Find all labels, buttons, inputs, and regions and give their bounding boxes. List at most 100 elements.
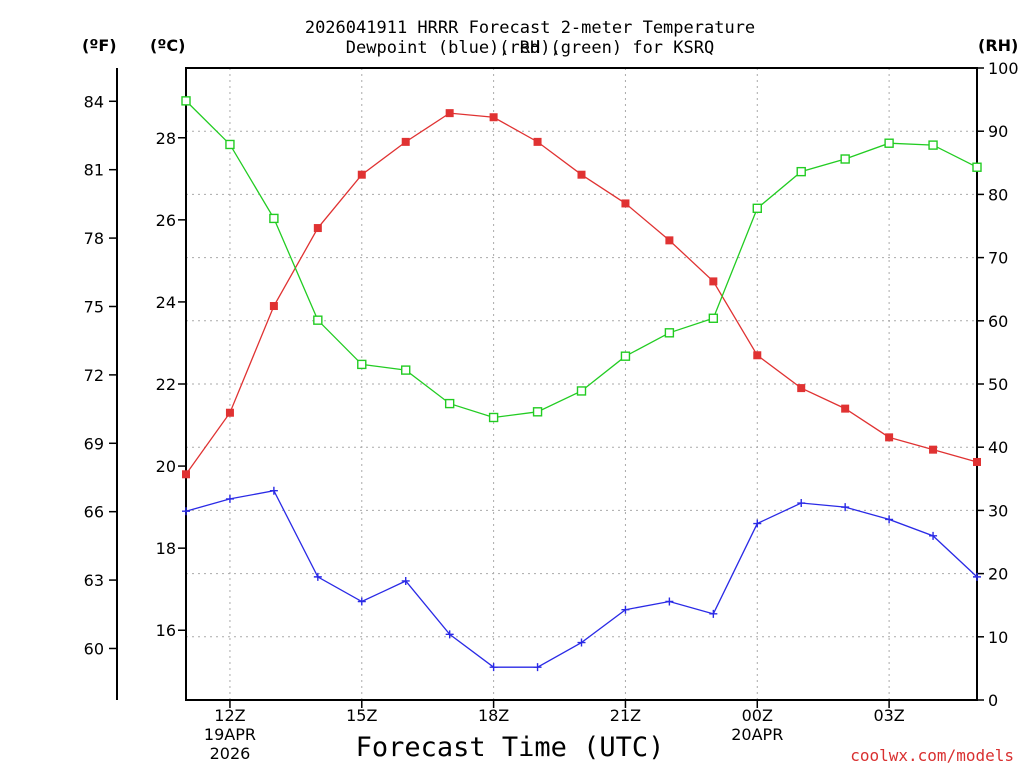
rh-tick-label: 30 [988,501,1008,520]
relative-humidity-point [840,154,850,164]
2-meter-temperature-point [753,351,762,360]
relative-humidity-point [708,313,719,323]
dewpoint-point [313,572,322,581]
dewpoint-point [753,519,762,528]
2-meter-temperature-point [577,170,586,179]
relative-humidity-point [313,315,323,325]
fahrenheit-tick-label: 66 [84,503,104,522]
2-meter-temperature-point [269,302,278,311]
dewpoint-point [401,576,410,585]
relative-humidity-point [488,412,499,423]
2-meter-temperature-point [182,470,190,479]
fahrenheit-tick-label: 60 [84,639,104,658]
rh-tick-label: 20 [988,565,1008,584]
2-meter-temperature-point [841,404,850,413]
fahrenheit-tick-label: 84 [84,92,104,111]
chart-gridlines [186,68,977,700]
fahrenheit-tick-label: 72 [84,366,104,385]
2-meter-temperature-point [445,109,454,118]
relative-humidity-point [620,351,631,361]
celsius-tick-label: 28 [156,129,176,148]
dewpoint-point [533,663,542,672]
dewpoint-point [269,486,278,495]
x-tick-label: 00Z [742,706,773,725]
2-meter-temperature-point [885,433,894,442]
fahrenheit-tick-label: 81 [84,161,104,180]
celsius-axis-unit: (ºC) [150,36,186,55]
relative-humidity-point [401,365,411,375]
rh-tick-label: 100 [988,59,1019,78]
celsius-tick-label: 18 [156,539,176,558]
rh-axis-unit: (RH) [978,36,1019,55]
relative-humidity-point [576,386,587,396]
relative-humidity-point [269,213,279,224]
dewpoint-point [885,515,894,524]
x-tick-label: 12Z [214,706,245,725]
dewpoint-point [841,503,850,512]
2-meter-temperature-point [313,224,322,233]
fahrenheit-axis-unit: (ºF) [82,36,117,55]
rh-tick-label: 50 [988,375,1008,394]
rh-tick-label: 80 [988,185,1008,204]
relative-humidity-line [185,100,978,419]
relative-humidity-point [796,166,806,177]
rh-tick-label: 60 [988,312,1008,331]
2-meter-temperature-point [709,277,718,286]
2-meter-temperature-point [621,199,630,208]
chart-axes: 16 18 20 22 24 26 28 60 63 66 69 72 75 78 81 84 0 10 20 30 4… [84,59,1019,763]
relative-humidity-point [181,96,191,106]
dewpoint-point [973,572,981,581]
relative-humidity-point [928,140,938,150]
2-meter-temperature-point [357,170,366,179]
x-tick-label: 18Z [478,706,509,725]
fahrenheit-tick-label: 69 [84,434,104,453]
2-meter-temperature-line [185,112,978,475]
dewpoint-point [621,605,630,614]
dewpoint-point [665,597,674,606]
2-meter-temperature-point [929,445,938,454]
rh-tick-label: 10 [988,628,1008,647]
2-meter-temperature-point [797,384,806,393]
dewpoint-point [929,531,938,540]
relative-humidity-point [664,328,675,338]
fahrenheit-tick-label: 78 [84,229,104,248]
x-tick-label: 19APR [204,725,256,744]
site-credit: coolwx.com/models [850,746,1014,765]
relative-humidity-point [357,359,367,370]
2-meter-temperature-point [401,137,410,146]
fahrenheit-tick-label: 75 [84,297,104,316]
dewpoint-point [182,507,190,516]
chart-series [181,96,982,672]
dewpoint-point [797,499,806,508]
x-tick-label: 03Z [873,706,904,725]
2-meter-temperature-point [225,408,234,417]
dewpoint-point [489,663,498,672]
x-tick-label: 15Z [346,706,377,725]
rh-tick-label: 70 [988,249,1008,268]
celsius-tick-label: 16 [156,621,176,640]
rh-tick-label: 0 [988,691,998,710]
chart-title-line-2: Dewpoint (blue), RH (green) for KSRQ [345,38,715,58]
2-meter-temperature-point [489,113,498,122]
relative-humidity-point [752,203,762,214]
dewpoint-point [357,597,366,606]
rh-tick-label: 90 [988,122,1008,141]
2-meter-temperature-point [665,236,674,245]
fahrenheit-tick-label: 63 [84,571,104,590]
rh-tick-label: 40 [988,438,1008,457]
dewpoint-point [709,609,718,618]
relative-humidity-point [972,162,982,172]
2-meter-temperature-point [533,137,542,146]
x-tick-label: 2026 [210,744,251,763]
relative-humidity-point [444,398,455,409]
dewpoint-point [445,630,454,639]
dewpoint-point [225,494,234,503]
relative-humidity-point [225,139,235,150]
relative-humidity-point [532,407,543,417]
celsius-tick-label: 26 [156,211,176,230]
relative-humidity-point [884,138,894,148]
x-tick-label: 21Z [610,706,641,725]
celsius-tick-label: 24 [156,293,176,312]
2-meter-temperature-point [973,457,981,466]
